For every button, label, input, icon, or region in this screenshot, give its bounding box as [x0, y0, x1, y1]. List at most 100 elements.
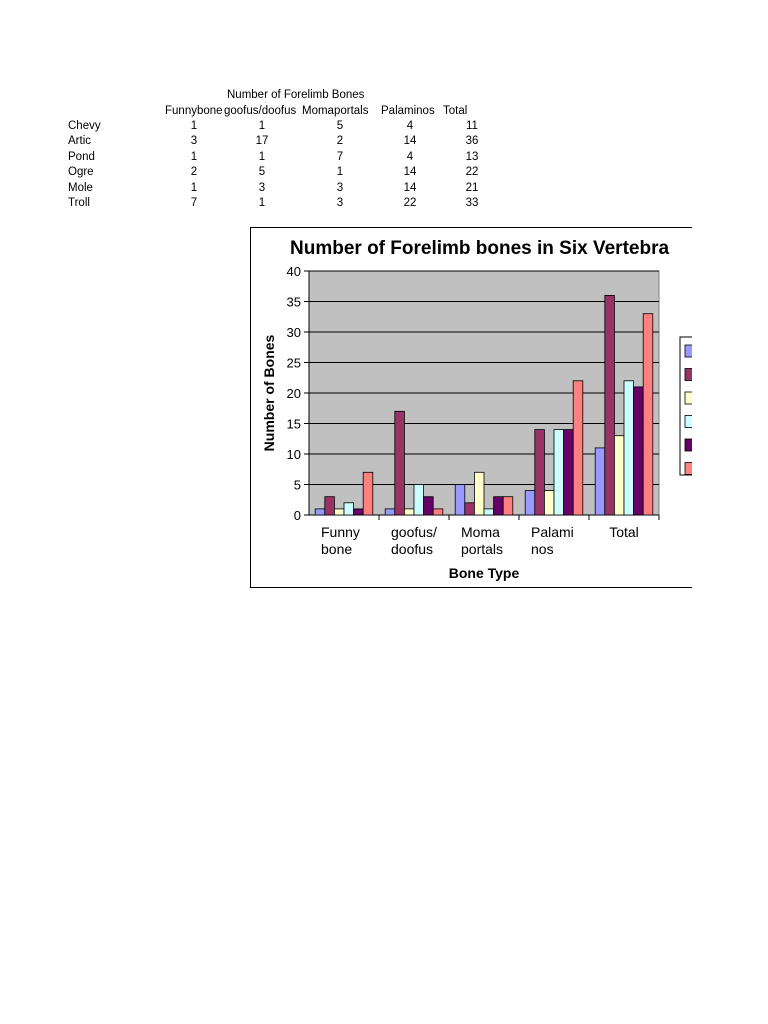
row-label: Troll — [68, 197, 90, 209]
bar — [343, 502, 355, 516]
y-axis-title: Number of Bones — [261, 334, 277, 451]
table-cell: 1 — [258, 151, 266, 163]
bar — [493, 496, 504, 516]
bar — [324, 496, 335, 516]
bar — [432, 508, 444, 516]
bar — [563, 429, 574, 516]
legend-swatch — [684, 438, 692, 452]
y-tick-label: 25 — [287, 356, 301, 371]
x-tick-label: goofus/ — [391, 524, 437, 540]
table-cell: 4 — [406, 151, 414, 163]
x-axis-title: Bone Type — [449, 565, 520, 581]
legend-swatch — [684, 391, 692, 405]
table-cell: 17 — [255, 135, 269, 147]
legend-box — [679, 336, 692, 476]
legend-swatch — [684, 368, 692, 381]
bar — [473, 471, 485, 516]
bar — [623, 380, 635, 516]
x-tick-label: Palami — [531, 524, 574, 540]
chart-title: Number of Forelimb bones in Six Vertebra — [290, 238, 669, 259]
bar — [572, 380, 584, 516]
bar — [353, 508, 364, 516]
data-table: Number of Forelimb Bones Funnybone goofu… — [0, 0, 768, 215]
table-cell: 36 — [465, 135, 479, 147]
table-cell: 5 — [258, 166, 266, 178]
table-cell: 1 — [258, 120, 266, 132]
table-cell: 1 — [190, 182, 198, 194]
table-super-header: Number of Forelimb Bones — [227, 89, 365, 101]
bar — [534, 429, 545, 516]
bar — [633, 386, 644, 516]
row-label: Mole — [68, 182, 93, 194]
table-cell: 33 — [465, 197, 479, 209]
table-cell: 13 — [465, 151, 479, 163]
table-cell: 1 — [190, 120, 198, 132]
table-cell: 1 — [190, 151, 198, 163]
bar — [642, 313, 654, 516]
table-cell: 14 — [403, 166, 417, 178]
row-label: Artic — [68, 135, 91, 147]
bar — [413, 484, 425, 516]
bar — [604, 295, 615, 516]
x-tick-label: bone — [321, 541, 352, 557]
bar — [483, 508, 495, 516]
bar — [362, 471, 374, 516]
bar — [454, 484, 466, 516]
bar — [553, 429, 565, 516]
column-header: Funnybone — [165, 105, 223, 117]
bar — [334, 508, 345, 516]
bar-chart: Number of Forelimb bones in Six Vertebra… — [250, 227, 692, 588]
table-cell: 1 — [336, 166, 344, 178]
legend-swatch — [684, 344, 692, 358]
plot-area: 0 5 10 15 20 25 30 35 40 Funnybone goofus/doofus Mo… — [287, 264, 660, 557]
row-label: Chevy — [68, 120, 101, 132]
row-label: Pond — [68, 151, 95, 163]
legend-swatch — [684, 415, 692, 428]
bar — [464, 502, 475, 516]
table-cell: 3 — [336, 182, 344, 194]
y-tick-label: 20 — [287, 386, 301, 401]
x-tick-label: nos — [531, 541, 554, 557]
table-cell: 14 — [403, 182, 417, 194]
x-tick-label: Moma — [461, 524, 500, 540]
table-cell: 3 — [336, 197, 344, 209]
table-cell: 11 — [466, 120, 478, 132]
y-tick-label: 0 — [294, 508, 301, 523]
column-header: Palaminos — [381, 105, 435, 117]
x-tick-label: portals — [461, 541, 503, 557]
x-tick-label: doofus — [391, 541, 433, 557]
table-cell: 21 — [465, 182, 479, 194]
column-header: Momaportals — [302, 105, 369, 117]
bar — [314, 508, 326, 516]
table-cell: 4 — [406, 120, 414, 132]
row-label: Ogre — [68, 166, 94, 178]
y-tick-label: 15 — [287, 417, 301, 432]
legend-swatch — [684, 462, 692, 475]
table-cell: 2 — [190, 166, 198, 178]
table-cell: 5 — [336, 120, 344, 132]
chart-area: Number of Forelimb bones in Six Vertebra… — [250, 227, 692, 588]
y-tick-label: 35 — [287, 295, 301, 310]
table-cell: 3 — [190, 135, 198, 147]
table-cell: 3 — [258, 182, 266, 194]
bar — [502, 496, 514, 516]
bar — [384, 508, 396, 516]
table-cell: 22 — [465, 166, 479, 178]
table-cell: 14 — [403, 135, 417, 147]
x-tick-label: Total — [609, 524, 639, 540]
y-tick-label: 40 — [287, 264, 301, 279]
table-cell: 2 — [336, 135, 344, 147]
column-header: Total — [443, 105, 468, 117]
bar — [394, 410, 405, 516]
table-cell: 1 — [258, 197, 266, 209]
bar — [403, 508, 415, 516]
bar — [543, 490, 555, 516]
bar — [524, 490, 536, 516]
column-header: goofus/doofus — [224, 105, 297, 117]
table-cell: 7 — [336, 151, 344, 163]
table-cell: 7 — [190, 197, 198, 209]
y-tick-label: 5 — [294, 478, 301, 493]
legend — [679, 336, 692, 476]
bar — [613, 435, 625, 516]
table-cell: 22 — [403, 197, 417, 209]
